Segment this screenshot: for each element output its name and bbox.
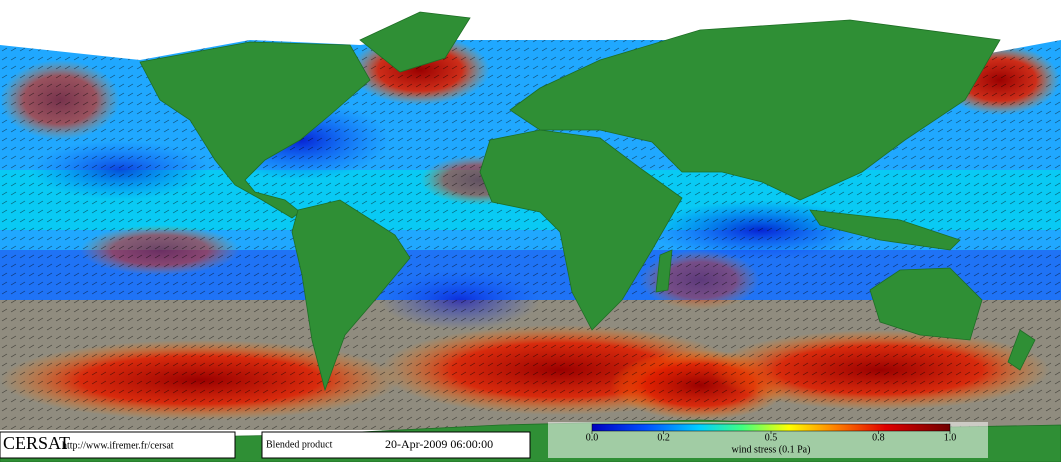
product: Blended product [266, 439, 333, 450]
brand: CERSAT [3, 433, 70, 453]
indonesia [809, 209, 961, 251]
colorbar-tick-label: 1.0 [944, 432, 957, 443]
colorbar-tick-label: 0.0 [586, 432, 599, 443]
footer: CERSAT http://www.ifremer.fr/cersat Blen… [0, 422, 988, 459]
source-url: http://www.ifremer.fr/cersat [62, 440, 174, 451]
new-zealand [1007, 329, 1036, 371]
eurasia [509, 19, 1001, 201]
colorbar-label: wind stress (0.1 Pa) [732, 444, 811, 455]
greenland [359, 11, 471, 73]
south-america [291, 199, 411, 392]
madagascar [655, 249, 673, 293]
australia [869, 267, 983, 341]
colorbar-tick-label: 0.8 [872, 432, 885, 443]
credit-box [0, 431, 236, 459]
colorbar-tick-label: 0.2 [657, 432, 670, 443]
datetime: 20-Apr-2009 06:00:00 [385, 437, 493, 451]
north-america [139, 41, 371, 219]
arctic-ice [0, 0, 1061, 60]
colorbar [591, 423, 951, 432]
colorbar-tick-label: 0.5 [765, 432, 778, 443]
product-box [261, 431, 531, 459]
africa [479, 129, 683, 331]
